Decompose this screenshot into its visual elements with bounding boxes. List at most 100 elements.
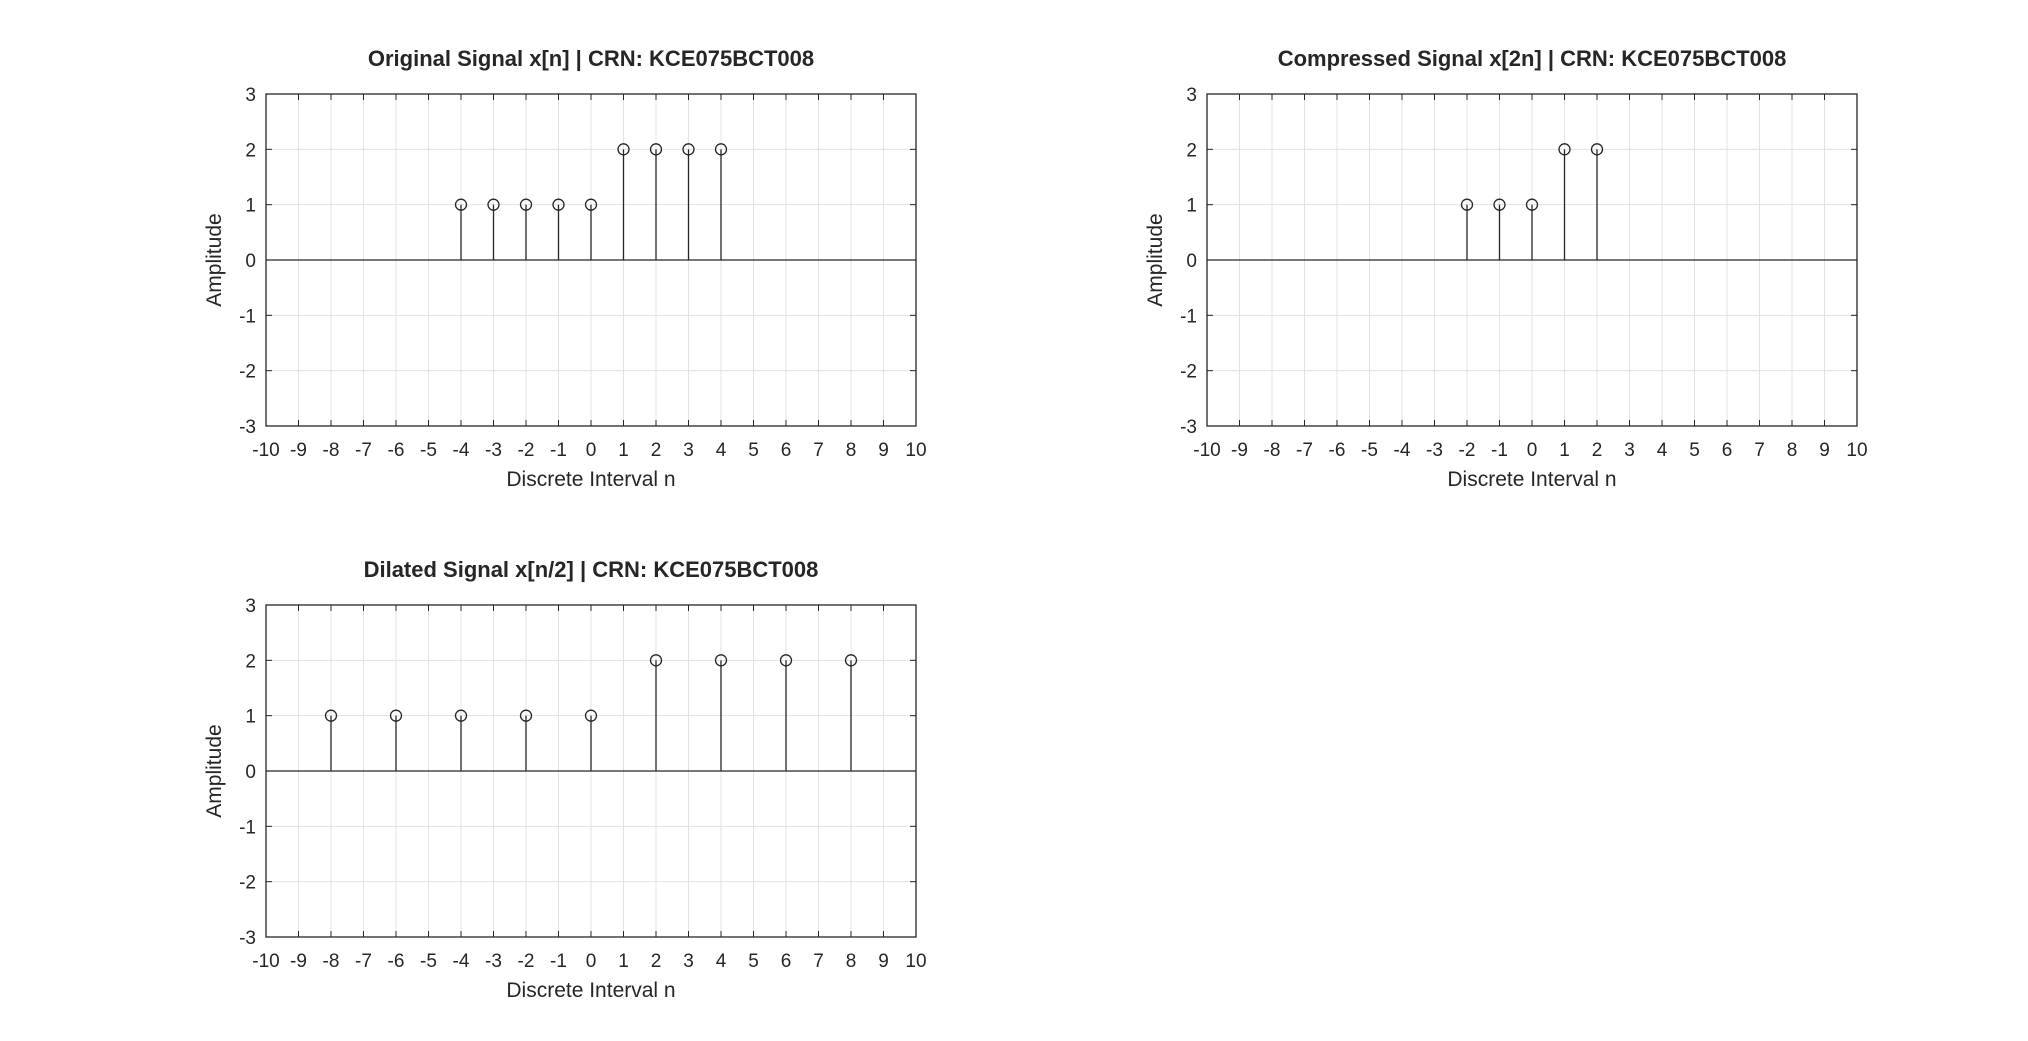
x-tick-label: -4 (453, 951, 470, 972)
x-tick-label: -1 (550, 951, 567, 972)
x-tick-label: 5 (748, 440, 759, 461)
x-tick-label: -9 (290, 440, 307, 461)
x-axis-label: Discrete Interval n (1447, 468, 1616, 491)
y-tick-label: -1 (239, 817, 256, 838)
y-tick-label: 3 (245, 596, 256, 617)
stem-marker (584, 198, 598, 211)
x-tick-label: 7 (813, 951, 824, 972)
x-tick-label: 6 (781, 440, 792, 461)
x-tick-label: 7 (813, 440, 824, 461)
x-tick-label: 9 (878, 951, 889, 972)
stem-marker (682, 143, 695, 156)
x-tick-label: -5 (420, 440, 437, 461)
stem-marker (1558, 143, 1571, 156)
x-tick-label: 3 (683, 440, 694, 461)
x-tick-label: -3 (485, 951, 502, 972)
y-tick-label: -3 (1180, 417, 1197, 438)
y-tick-label: 2 (245, 140, 256, 161)
x-tick-label: 10 (1846, 440, 1867, 461)
x-tick-label: -9 (1231, 440, 1248, 461)
x-tick-label: -1 (550, 440, 567, 461)
x-tick-label: 2 (1592, 440, 1603, 461)
stem-marker (552, 198, 565, 211)
y-axis-label: Amplitude (203, 213, 226, 306)
stem-marker (649, 654, 663, 667)
subplot-3: -10 -9 -8 -7 -6 -5 -4 -3 -2 -1 0 1 2 3 4 5 6 7 8 9 10-3-2-10… (203, 557, 927, 1002)
y-tick-label: 1 (1186, 196, 1197, 217)
y-tick-label: 0 (1186, 251, 1197, 272)
y-tick-label: -2 (239, 362, 256, 383)
stem-marker (649, 143, 663, 156)
stem-marker (1460, 198, 1474, 211)
y-tick-label: -2 (239, 873, 256, 894)
x-tick-label: -6 (388, 440, 405, 461)
stem-marker (519, 709, 533, 722)
x-tick-label: -2 (518, 440, 535, 461)
x-tick-label: -7 (355, 951, 372, 972)
x-tick-label: -3 (485, 440, 502, 461)
x-tick-label: -9 (290, 951, 307, 972)
chart-title: Compressed Signal x[2n] | CRN: KCE075BCT… (1278, 46, 1787, 71)
x-tick-label: 5 (748, 951, 759, 972)
chart-title: Original Signal x[n] | CRN: KCE075BCT008 (368, 46, 814, 71)
x-tick-label: -8 (323, 440, 340, 461)
y-tick-label: 3 (1186, 85, 1197, 106)
x-tick-label: -8 (323, 951, 340, 972)
x-tick-label: 4 (716, 951, 727, 972)
stem-marker (454, 709, 468, 722)
stem-marker (714, 143, 728, 156)
x-tick-label: 0 (1527, 440, 1538, 461)
x-axis-label: Discrete Interval n (506, 468, 675, 491)
x-tick-label: -3 (1426, 440, 1443, 461)
x-tick-label: 3 (683, 951, 694, 972)
stem-marker (487, 198, 500, 211)
x-tick-label: -10 (1193, 440, 1220, 461)
y-axis-label: Amplitude (203, 724, 226, 817)
y-tick-label: -1 (1180, 306, 1197, 327)
x-tick-label: 1 (618, 440, 629, 461)
y-tick-label: 1 (245, 196, 256, 217)
y-tick-label: 2 (245, 651, 256, 672)
stem-marker (1525, 198, 1539, 211)
x-tick-label: 5 (1689, 440, 1700, 461)
stem-marker (844, 654, 858, 667)
x-tick-label: 4 (1657, 440, 1668, 461)
subplot-1: -10 -9 -8 -7 -6 -5 -4 -3 -2 -1 0 1 2 3 4 5 6 7 8 9 10-3-2-10… (203, 46, 927, 491)
subplot-2: -10 -9 -8 -7 -6 -5 -4 -3 -2 -1 0 1 2 3 4 5 6 7 8 9 10-3-2-10… (1144, 46, 1868, 491)
x-tick-label: 7 (1754, 440, 1765, 461)
x-tick-label: 0 (586, 951, 597, 972)
y-tick-label: -2 (1180, 362, 1197, 383)
x-tick-label: -6 (388, 951, 405, 972)
y-tick-label: -3 (239, 417, 256, 438)
y-tick-label: 0 (245, 251, 256, 272)
x-tick-label: 8 (846, 440, 857, 461)
x-tick-label: -10 (252, 951, 279, 972)
x-tick-label: 6 (1722, 440, 1733, 461)
x-tick-label: 4 (716, 440, 727, 461)
x-tick-label: 3 (1624, 440, 1635, 461)
stem-marker (779, 654, 793, 667)
stem-marker (617, 143, 630, 156)
x-tick-label: 1 (1559, 440, 1570, 461)
stem-marker (454, 198, 468, 211)
x-tick-label: -6 (1329, 440, 1346, 461)
y-tick-label: 0 (245, 762, 256, 783)
y-axis-label: Amplitude (1144, 213, 1167, 306)
x-tick-label: 8 (1787, 440, 1798, 461)
x-tick-label: -8 (1264, 440, 1281, 461)
x-tick-label: 10 (905, 951, 926, 972)
x-tick-label: 9 (1819, 440, 1830, 461)
y-tick-label: 1 (245, 707, 256, 728)
x-tick-label: 9 (878, 440, 889, 461)
x-axis-label: Discrete Interval n (506, 979, 675, 1002)
x-tick-label: 1 (618, 951, 629, 972)
stem-marker (324, 709, 338, 722)
y-tick-label: -1 (239, 306, 256, 327)
y-tick-label: -3 (239, 928, 256, 949)
y-tick-label: 2 (1186, 140, 1197, 161)
x-tick-label: -5 (420, 951, 437, 972)
x-tick-label: 10 (905, 440, 926, 461)
stem-marker (1493, 198, 1506, 211)
y-tick-label: 3 (245, 85, 256, 106)
